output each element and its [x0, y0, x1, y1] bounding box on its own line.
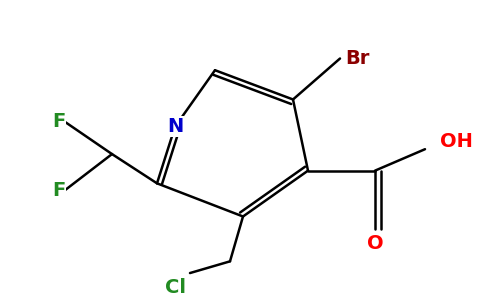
Text: O: O: [367, 234, 383, 253]
Text: Cl: Cl: [165, 278, 185, 297]
Text: N: N: [167, 117, 183, 136]
Text: Br: Br: [345, 49, 369, 68]
Text: OH: OH: [440, 132, 473, 151]
Text: F: F: [52, 112, 65, 131]
Text: F: F: [52, 181, 65, 200]
